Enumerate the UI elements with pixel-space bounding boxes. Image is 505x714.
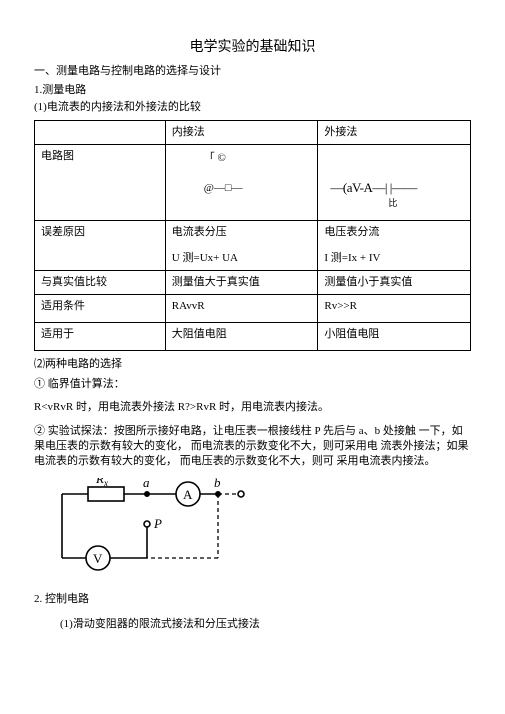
label-V: V — [93, 551, 103, 566]
circuit-inner-top: 「 © — [204, 151, 243, 166]
header-inner: 内接法 — [165, 120, 318, 144]
circuit-outer-symbol: —(aV-A—| |—— 比 — [330, 179, 416, 210]
table-row-apply: 适用于 大阻值电阻 小阻值电阻 — [35, 323, 471, 351]
sub-1: ⑵两种电路的选择 — [34, 357, 471, 372]
circuit-outer-sub: 比 — [330, 197, 396, 210]
sub-2: ② 实验试探法：按图所示接好电路，让电压表一根接线柱 P 先后与 a、b 处接触… — [34, 424, 471, 470]
error-outer-a: 电压表分流 — [324, 225, 464, 240]
row-label-error: 误差原因 — [35, 221, 166, 271]
label-P: P — [153, 516, 162, 531]
error-outer: 电压表分流 I 测=Ix + IV — [318, 221, 471, 271]
apply-inner: 大阻值电阻 — [165, 323, 318, 351]
header-outer: 外接法 — [318, 120, 471, 144]
table-row-compare: 与真实值比较 测量值大于真实值 测量值小于真实值 — [35, 270, 471, 294]
condition-inner: RAvvR — [165, 295, 318, 323]
section-1-1: 1.测量电路 — [34, 83, 471, 98]
error-inner-b: U 测=Ux+ UA — [172, 251, 312, 266]
label-A: A — [183, 487, 193, 502]
label-b: b — [214, 478, 221, 490]
circuit-inner-bottom: @—□— — [204, 181, 243, 196]
error-outer-b: I 测=Ix + IV — [324, 251, 464, 266]
error-inner-a: 电流表分压 — [172, 225, 312, 240]
table-row-condition: 适用条件 RAvvR Rv>>R — [35, 295, 471, 323]
row-label-compare: 与真实值比较 — [35, 270, 166, 294]
page-title: 电学实验的基础知识 — [34, 38, 471, 58]
section-1-1-1: (1)电流表的内接法和外接法的比较 — [34, 100, 471, 115]
sub-1-1: ① 临界值计算法： — [34, 377, 471, 392]
row-label-circuit: 电路图 — [35, 145, 166, 221]
apply-outer: 小阻值电阻 — [318, 323, 471, 351]
circuit-outer-line: —(aV-A—| |—— — [330, 180, 416, 195]
comparison-table: 内接法 外接法 电路图 「 © @—□— —(aV-A—| |—— 比 误差原因… — [34, 120, 471, 352]
circuit-inner-symbol: 「 © @—□— — [204, 151, 243, 196]
error-inner: 电流表分压 U 测=Ux+ UA — [165, 221, 318, 271]
table-row-error: 误差原因 电流表分压 U 测=Ux+ UA 电压表分流 I 测=Ix + IV — [35, 221, 471, 271]
table-row-circuit: 电路图 「 © @—□— —(aV-A—| |—— 比 — [35, 145, 471, 221]
condition-outer: Rv>>R — [318, 295, 471, 323]
section-1: 一、测量电路与控制电路的选择与设计 — [34, 64, 471, 79]
row-label-condition: 适用条件 — [35, 295, 166, 323]
circuit-outer: —(aV-A—| |—— 比 — [318, 145, 471, 221]
row-label-apply: 适用于 — [35, 323, 166, 351]
header-blank — [35, 120, 166, 144]
circuit-diagram: Rx a A b P V — [48, 478, 258, 578]
section-2-1: (1)滑动变阻器的限流式接法和分压式接法 — [60, 617, 471, 632]
compare-inner: 测量值大于真实值 — [165, 270, 318, 294]
table-header-row: 内接法 外接法 — [35, 120, 471, 144]
section-2: 2. 控制电路 — [34, 592, 471, 607]
circuit-inner: 「 © @—□— — [165, 145, 318, 221]
label-a: a — [143, 478, 150, 490]
compare-outer: 测量值小于真实值 — [318, 270, 471, 294]
sub-1-2: R<vRvR 时，用电流表外接法 R?>RvR 时，用电流表内接法。 — [34, 400, 471, 415]
